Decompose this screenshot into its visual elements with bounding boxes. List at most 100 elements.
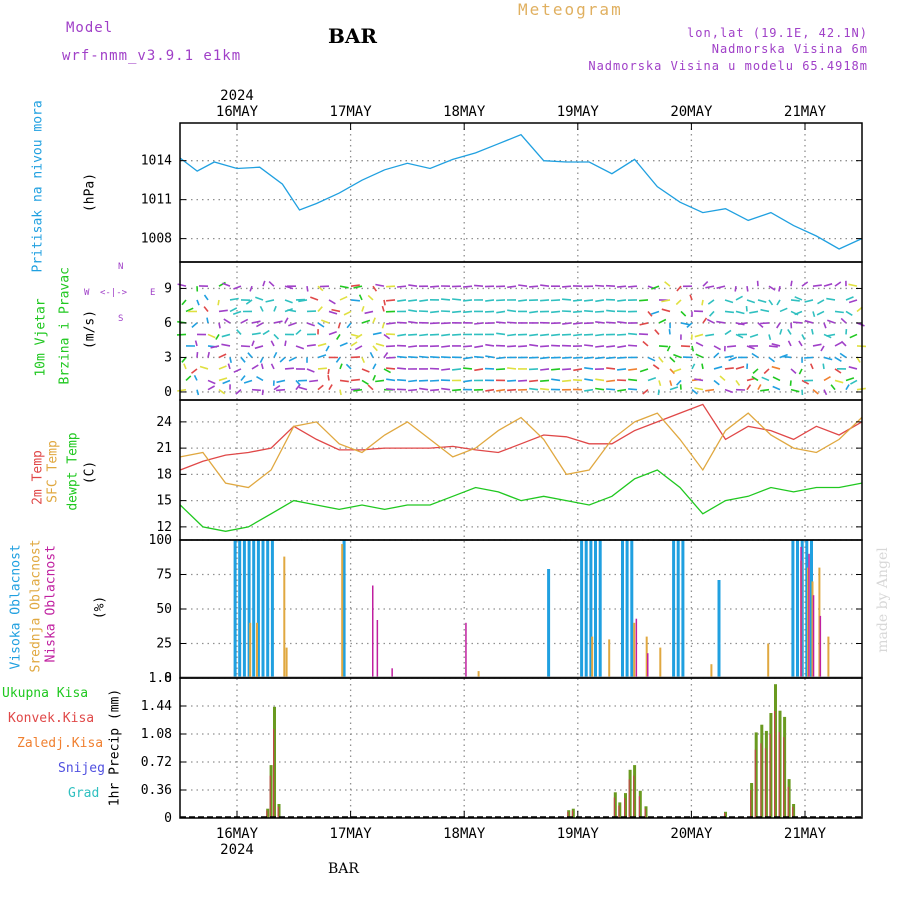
compass-w: W xyxy=(84,288,90,298)
wind-barb xyxy=(236,329,242,335)
precip-conv-bar xyxy=(787,786,789,818)
wind-barb xyxy=(339,285,349,289)
wind-barb xyxy=(284,299,293,304)
model-name: wrf-nmm_v3.9.1 e1km xyxy=(62,48,242,64)
wind-barb xyxy=(706,318,715,324)
cloud-low-bar xyxy=(376,620,379,678)
wind-barb xyxy=(518,299,528,302)
wind-barb xyxy=(295,384,301,391)
wind-barb xyxy=(386,285,396,288)
wind-barb xyxy=(628,388,638,391)
wind-barb xyxy=(251,388,261,392)
year-label-bottom: 2024 xyxy=(220,842,254,858)
cloud-high-bar xyxy=(270,540,274,678)
wind-barb xyxy=(193,374,198,381)
wind-barb xyxy=(181,356,187,363)
wind-barb xyxy=(702,281,709,287)
wind-barb xyxy=(218,309,228,313)
cloud-mid-bar xyxy=(249,622,252,678)
cloud-high-bar xyxy=(547,569,551,678)
wind-barb xyxy=(440,356,451,359)
wind-barb xyxy=(606,309,616,313)
cloud-mid-bar xyxy=(256,622,258,678)
wind-barb xyxy=(284,285,294,290)
wind-barb xyxy=(790,280,793,287)
precip-conv-bar xyxy=(724,813,726,818)
wind-barb xyxy=(716,320,726,324)
wind-barb xyxy=(474,368,484,372)
wind-barb xyxy=(463,367,473,370)
wind-barb xyxy=(761,376,770,382)
wind-barb xyxy=(834,310,844,314)
wind-barb xyxy=(573,322,583,325)
wind-barb xyxy=(235,389,242,395)
precip-bar xyxy=(571,808,575,818)
wind-barb xyxy=(496,299,506,302)
precip-bar xyxy=(633,765,637,818)
wind-barb xyxy=(261,389,264,396)
precip-conv-bar xyxy=(266,810,268,818)
wind-barb xyxy=(452,298,462,301)
wind-barb xyxy=(794,296,803,301)
wind-barb xyxy=(372,374,377,381)
cloud-high-bar xyxy=(584,540,588,678)
y-tick-label: 0 xyxy=(164,385,172,400)
precip-conv-bar xyxy=(750,790,752,818)
wind-barb xyxy=(518,284,528,287)
wind-barb xyxy=(383,333,391,340)
wind-barb xyxy=(276,379,286,384)
y-tick-label: 15 xyxy=(156,494,172,509)
wind-barb xyxy=(196,352,199,358)
precip-conv-bar xyxy=(567,811,569,818)
wind-barb xyxy=(529,310,539,314)
wind-barb xyxy=(669,368,675,375)
wind-barb xyxy=(691,345,695,352)
wind-barb xyxy=(463,356,473,360)
wind-barb xyxy=(798,340,803,347)
wind-barb xyxy=(273,305,277,312)
compass-s: S xyxy=(118,314,124,324)
wind-barb xyxy=(397,299,407,302)
wind-barb xyxy=(772,376,781,382)
wind-barb xyxy=(790,388,800,393)
wind-barb xyxy=(306,322,315,327)
cloud-high-bar xyxy=(342,540,346,678)
wind-barb xyxy=(372,363,377,370)
wind-barb xyxy=(284,317,289,324)
wind-barb xyxy=(628,368,638,371)
wind-barb xyxy=(429,379,440,382)
wind-barb xyxy=(823,389,828,396)
wind-barb xyxy=(562,285,572,288)
wind-barb xyxy=(383,352,389,358)
wind-barb xyxy=(397,355,407,359)
y-tick-label: 6 xyxy=(164,316,172,331)
wind-barb xyxy=(834,379,844,384)
wind-barb xyxy=(817,299,825,305)
wind-barb xyxy=(529,333,539,337)
cloud-high-bar xyxy=(242,540,246,678)
wind-barb xyxy=(562,298,572,301)
wind-barb xyxy=(664,281,671,287)
wind-barb xyxy=(507,388,517,392)
y-tick-label: 1.08 xyxy=(141,727,172,742)
wind-barb xyxy=(573,368,583,372)
wind-barb xyxy=(408,309,418,313)
wind-barb xyxy=(419,333,429,337)
wind-barb xyxy=(639,322,649,326)
wind-barb xyxy=(724,355,734,359)
wind-barb xyxy=(804,299,814,303)
wind-barb xyxy=(787,340,792,347)
cloud-mid-bar xyxy=(767,643,770,678)
wind-barb xyxy=(419,299,429,302)
wind-barb xyxy=(529,379,539,383)
wind-barb xyxy=(724,310,734,314)
wind-barb xyxy=(642,340,649,347)
wind-barb xyxy=(284,367,294,370)
wind-barb xyxy=(801,281,809,287)
wind-barb xyxy=(336,334,341,340)
wind-barb xyxy=(358,294,363,301)
cloud-mid-bar xyxy=(818,567,821,678)
wind-barb xyxy=(227,363,231,370)
wind-barb xyxy=(369,351,374,358)
wind-barb xyxy=(196,299,200,306)
